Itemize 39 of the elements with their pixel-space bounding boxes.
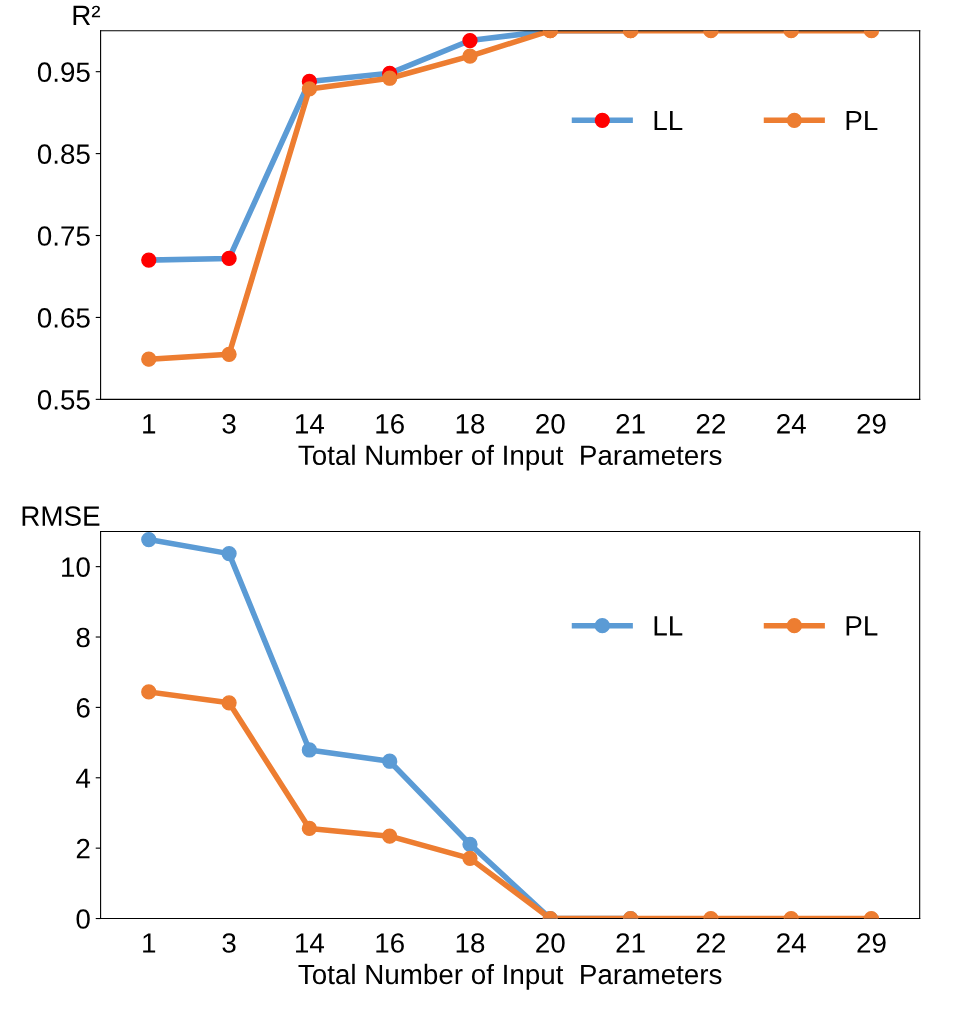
x-tick-label: 24 xyxy=(777,413,806,434)
y-tick-label: 0.75 xyxy=(37,226,90,246)
x-tick-label: 21 xyxy=(616,933,645,953)
y-axis-title: R² xyxy=(73,5,101,25)
x-tick-label: 29 xyxy=(857,413,886,434)
x-tick-label: 29 xyxy=(857,933,886,953)
x-tick-label: 22 xyxy=(696,413,725,434)
y-tick-label: 2 xyxy=(76,838,90,859)
legend-label: LL xyxy=(654,616,683,636)
y-tick-label: 0.95 xyxy=(37,62,90,83)
x-tick-label: 18 xyxy=(456,933,485,953)
x-tick-label: 16 xyxy=(376,933,404,953)
x-tick-label: 3 xyxy=(222,413,236,434)
x-tick-label: 21 xyxy=(616,413,645,434)
x-tick-label: 22 xyxy=(696,933,725,953)
y-tick-label: 4 xyxy=(76,768,91,788)
x-tick-label: 1 xyxy=(143,933,156,953)
x-axis-title: Total Number of Input Parameters xyxy=(298,444,722,471)
legend-label: LL xyxy=(654,110,683,131)
x-tick-label: 1 xyxy=(143,414,156,434)
x-axis-title: Total Number of Input Parameters xyxy=(298,963,722,990)
x-tick-label: 18 xyxy=(456,413,485,434)
x-tick-label: 20 xyxy=(536,933,565,953)
y-axis-title: RMSE xyxy=(22,506,100,526)
y-tick-label: 0.85 xyxy=(37,144,90,164)
x-tick-label: 14 xyxy=(296,414,325,434)
y-tick-label: 6 xyxy=(76,698,90,718)
x-tick-label: 14 xyxy=(296,933,325,953)
legend-label: PL xyxy=(846,616,878,636)
y-tick-label: 0.65 xyxy=(37,308,90,328)
x-tick-label: 20 xyxy=(536,413,565,434)
y-tick-label: 0 xyxy=(76,909,90,929)
y-tick-label: 8 xyxy=(76,627,90,648)
x-tick-label: 3 xyxy=(222,933,236,953)
y-tick-label: 0.55 xyxy=(37,390,90,410)
y-tick-label: 10 xyxy=(62,557,90,577)
x-tick-label: 24 xyxy=(777,933,806,953)
x-tick-label: 16 xyxy=(376,413,404,434)
legend-label: PL xyxy=(846,110,878,131)
